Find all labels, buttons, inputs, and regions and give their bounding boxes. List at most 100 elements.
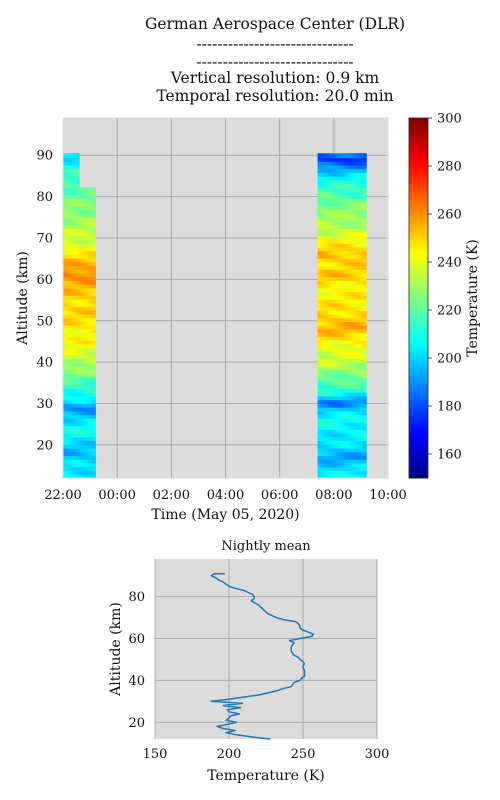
heatmap-cell <box>320 154 323 158</box>
heatmap-cell <box>328 314 331 318</box>
heatmap-cell <box>90 392 93 396</box>
heatmap-cell <box>82 314 85 318</box>
heatmap-cell <box>74 381 77 385</box>
heatmap-cell <box>68 243 71 247</box>
heatmap-cell <box>347 299 350 303</box>
heatmap-cell <box>364 366 367 370</box>
heatmap-cell <box>353 355 356 359</box>
heatmap-cell <box>318 437 321 441</box>
heatmap-cell <box>66 258 69 262</box>
heatmap-cell <box>361 355 364 359</box>
colorbar-segment <box>409 169 428 173</box>
heatmap-cell <box>356 184 359 188</box>
heatmap-cell <box>331 355 334 359</box>
heatmap-cell <box>350 318 353 322</box>
heatmap-cell <box>90 374 93 378</box>
heatmap-cell <box>79 310 82 314</box>
heatmap-cell <box>74 456 77 460</box>
heatmap-cell <box>82 359 85 363</box>
heatmap-cell <box>353 404 356 408</box>
heatmap-cell <box>66 344 69 348</box>
heatmap-cell <box>356 240 359 244</box>
heatmap-cell <box>320 173 323 177</box>
colorbar-segment <box>409 277 428 281</box>
heatmap-cell <box>358 202 361 206</box>
heatmap-cell <box>350 184 353 188</box>
heatmap-cell <box>93 441 96 445</box>
heatmap-cell <box>68 355 71 359</box>
heatmap-cell <box>85 355 88 359</box>
heatmap-cell <box>87 333 90 337</box>
colorbar-segment <box>409 391 428 395</box>
heatmap-cell <box>350 411 353 415</box>
heatmap-cell <box>364 255 367 259</box>
heatmap-cell <box>77 221 80 225</box>
heatmap-cell <box>71 180 74 184</box>
heatmap-cell <box>82 426 85 430</box>
heatmap-cell <box>318 366 321 370</box>
heatmap-cell <box>347 437 350 441</box>
heatmap-cell <box>93 418 96 422</box>
heatmap-cell <box>326 173 329 177</box>
heatmap-cell <box>331 444 334 448</box>
heatmap-y-tick-label: 40 <box>36 356 53 371</box>
heatmap-cell <box>326 370 329 374</box>
heatmap-cell <box>87 411 90 415</box>
heatmap-cell <box>356 176 359 180</box>
heatmap-cell <box>342 351 345 355</box>
heatmap-cell <box>347 329 350 333</box>
heatmap-cell <box>358 307 361 311</box>
heatmap-cell <box>85 407 88 411</box>
heatmap-cell <box>74 318 77 322</box>
heatmap-cell <box>71 344 74 348</box>
heatmap-y-tick-label: 80 <box>36 190 53 205</box>
heatmap-cell <box>347 228 350 232</box>
heatmap-cell <box>356 266 359 270</box>
heatmap-cell <box>328 232 331 236</box>
heatmap-cell <box>353 329 356 333</box>
heatmap-cell <box>328 348 331 352</box>
heatmap-cell <box>68 415 71 419</box>
heatmap-cell <box>347 422 350 426</box>
heatmap-cell <box>356 225 359 229</box>
heatmap-cell <box>326 463 329 467</box>
heatmap-cell <box>350 180 353 184</box>
heatmap-cell <box>339 351 342 355</box>
heatmap-cell <box>361 281 364 285</box>
heatmap-cell <box>93 258 96 262</box>
heatmap-cell <box>90 221 93 225</box>
colorbar-segment <box>409 121 428 125</box>
heatmap-cell <box>90 210 93 214</box>
heatmap-cell <box>82 441 85 445</box>
heatmap-cell <box>77 441 80 445</box>
heatmap-cell <box>82 415 85 419</box>
heatmap-cell <box>358 161 361 165</box>
heatmap-cell <box>74 385 77 389</box>
heatmap-cell <box>90 232 93 236</box>
heatmap-cell <box>318 359 321 363</box>
heatmap-cell <box>87 340 90 344</box>
heatmap-cell <box>74 307 77 311</box>
heatmap-cell <box>342 158 345 162</box>
heatmap-cell <box>77 165 80 169</box>
heatmap-cell <box>337 188 340 192</box>
heatmap-cell <box>320 448 323 452</box>
heatmap-cell <box>339 340 342 344</box>
heatmap-cell <box>350 441 353 445</box>
heatmap-cell <box>77 303 80 307</box>
heatmap-cell <box>323 459 326 463</box>
heatmap-cell <box>77 214 80 218</box>
heatmap-cell <box>353 269 356 273</box>
heatmap-cell <box>85 444 88 448</box>
heatmap-cell <box>358 296 361 300</box>
heatmap-cell <box>361 441 364 445</box>
heatmap-cell <box>68 374 71 378</box>
heatmap-cell <box>90 288 93 292</box>
heatmap-cell <box>320 273 323 277</box>
heatmap-cell <box>90 366 93 370</box>
heatmap-cell <box>356 366 359 370</box>
heatmap-cell <box>331 340 334 344</box>
heatmap-cell <box>337 411 340 415</box>
heatmap-cell <box>79 411 82 415</box>
heatmap-cell <box>364 299 367 303</box>
